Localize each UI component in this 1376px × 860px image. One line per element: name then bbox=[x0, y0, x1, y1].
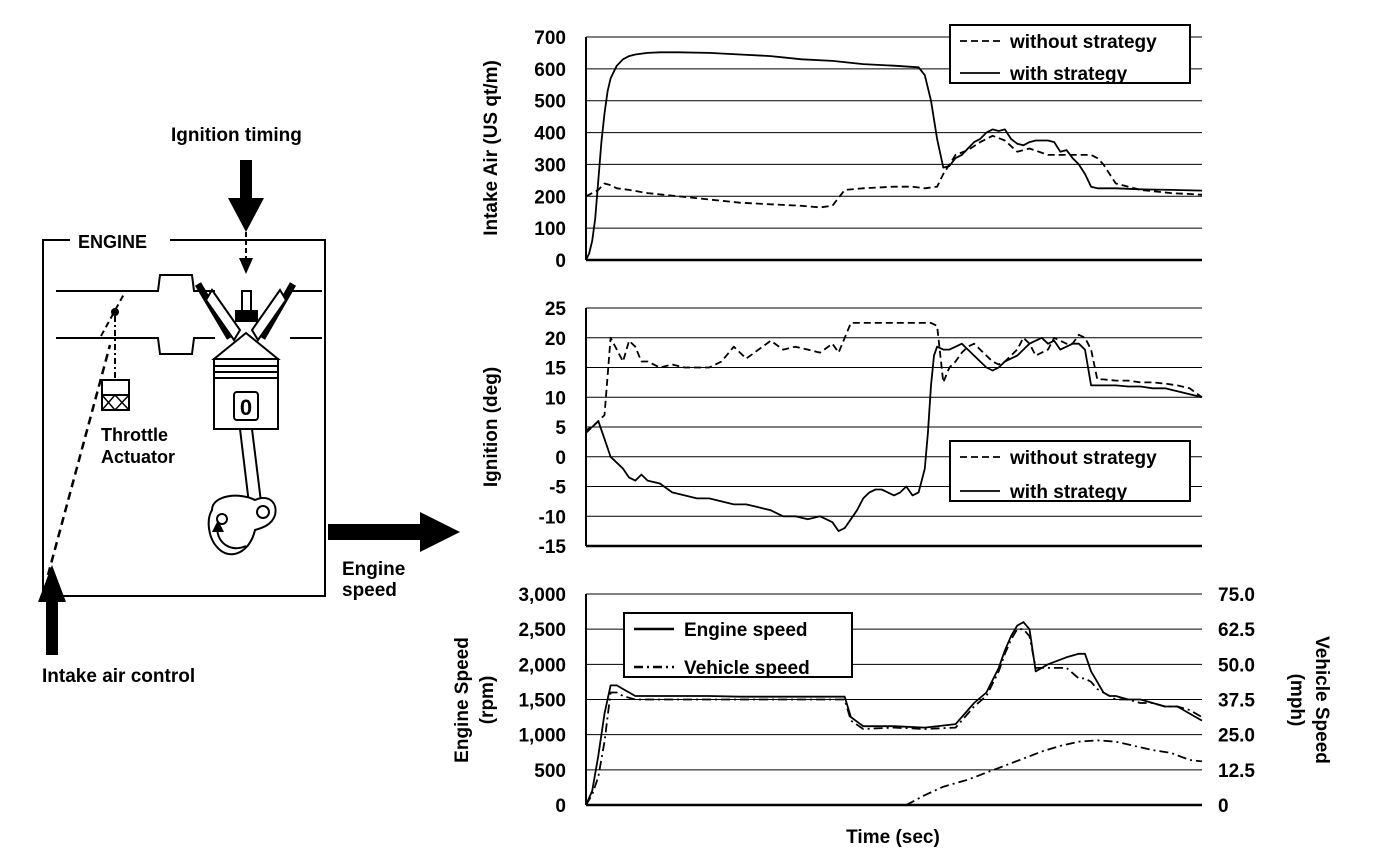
y2-tick-label: 62.5 bbox=[1218, 620, 1255, 641]
legend-label: without strategy bbox=[1009, 448, 1157, 469]
engine-speed-arrow bbox=[328, 512, 460, 552]
y2-tick-label: 12.5 bbox=[1218, 761, 1255, 782]
chart-1: 0 100 200 300 400 500 600 700 Intake Air (US qt/… bbox=[481, 24, 1203, 272]
x-axis-label: Time (sec) bbox=[846, 827, 940, 848]
y2-tick-label: 50.0 bbox=[1218, 655, 1255, 676]
series-line-without-strategy bbox=[585, 322, 1203, 434]
y-axis-label-1: Engine Speed bbox=[452, 637, 473, 763]
y-tick-label: 2,000 bbox=[518, 655, 566, 676]
legend-label: Vehicle speed bbox=[684, 658, 810, 679]
y-tick-label: 500 bbox=[534, 761, 566, 782]
y2-axis-label-1: Vehicle Speed bbox=[1311, 636, 1332, 764]
intake-manifold bbox=[56, 274, 322, 355]
y-tick-label: 2,500 bbox=[518, 620, 566, 641]
y-tick-label: 600 bbox=[534, 60, 566, 81]
svg-text:0: 0 bbox=[240, 395, 252, 420]
series-line-vehicle-speed-trace bbox=[905, 739, 1203, 806]
intake-control-link bbox=[46, 344, 112, 576]
y2-axis-label-2: (mph) bbox=[1286, 674, 1307, 727]
y2-tick-label: 25.0 bbox=[1218, 726, 1255, 747]
legend-label: with strategy bbox=[1009, 482, 1128, 503]
ignition-arrow bbox=[228, 160, 264, 232]
y-tick-label: 1,000 bbox=[518, 726, 566, 747]
throttle-valve bbox=[100, 293, 130, 411]
throttle-actuator-label-2: Actuator bbox=[101, 447, 175, 467]
y-axis-label-2: (rpm) bbox=[477, 676, 498, 725]
y-tick-label: -10 bbox=[539, 507, 566, 528]
y-tick-label: 5 bbox=[555, 418, 566, 439]
engine-speed-label-2: speed bbox=[342, 580, 397, 601]
series-line-engine-speed bbox=[585, 621, 1203, 806]
cylinder-head bbox=[194, 282, 297, 342]
y-tick-label: 1,500 bbox=[518, 691, 566, 712]
engine-diagram: ENGINE Throttle Actuator Intake air cont… bbox=[38, 125, 460, 687]
series-line-with-strategy bbox=[585, 336, 1203, 532]
crankshaft bbox=[207, 428, 277, 556]
series-line-without-strategy bbox=[585, 134, 1203, 209]
y-tick-label: 0 bbox=[555, 448, 566, 469]
y-tick-label: -15 bbox=[539, 537, 567, 558]
legend: without strategy with strategy bbox=[949, 440, 1191, 503]
throttle-actuator-label-1: Throttle bbox=[101, 425, 168, 445]
engine-speed-label-1: Engine bbox=[342, 559, 405, 580]
legend-label: Engine speed bbox=[684, 620, 808, 641]
y-tick-label: 25 bbox=[545, 299, 567, 320]
y-tick-label: -5 bbox=[549, 478, 566, 499]
intake-air-arrow bbox=[38, 565, 66, 655]
y-tick-label: 10 bbox=[545, 388, 566, 409]
y-tick-label: 3,000 bbox=[518, 585, 566, 606]
series-line-vehicle-speed bbox=[585, 628, 1203, 806]
y-tick-label: 0 bbox=[555, 251, 566, 272]
chart-2: -15 -10 -5 0 5 10 15 20 25 Ignition (deg) without … bbox=[481, 299, 1203, 558]
y2-tick-label: 37.5 bbox=[1218, 691, 1255, 712]
y-tick-label: 15 bbox=[545, 359, 567, 380]
legend-label: without strategy bbox=[1009, 32, 1157, 53]
y-axis-label: Intake Air (US qt/m) bbox=[481, 60, 502, 236]
legend: Engine speed Vehicle speed bbox=[623, 612, 853, 679]
legend: without strategy with strategy bbox=[949, 24, 1191, 85]
y-tick-label: 700 bbox=[534, 28, 566, 49]
y2-tick-label: 0 bbox=[1218, 796, 1229, 817]
series-line-with-strategy bbox=[585, 51, 1203, 261]
legend-label: with strategy bbox=[1009, 64, 1128, 85]
engine-box bbox=[42, 239, 326, 597]
y-tick-label: 500 bbox=[534, 92, 566, 113]
y2-tick-label: 75.0 bbox=[1218, 585, 1255, 606]
y-tick-label: 0 bbox=[555, 796, 566, 817]
y-tick-label: 400 bbox=[534, 124, 566, 145]
y-axis-label: Ignition (deg) bbox=[481, 367, 502, 487]
y-tick-label: 100 bbox=[534, 219, 566, 240]
intake-air-control-label: Intake air control bbox=[42, 666, 195, 687]
y-tick-label: 300 bbox=[534, 155, 566, 176]
y-tick-label: 200 bbox=[534, 187, 566, 208]
ignition-timing-label: Ignition timing bbox=[171, 125, 302, 146]
chart-3: 0 500 1,000 1,500 2,000 2,500 3,000 0 12.5 25.0 37… bbox=[452, 585, 1332, 817]
y-tick-label: 20 bbox=[545, 329, 566, 350]
piston: 0 bbox=[211, 331, 281, 430]
engine-label: ENGINE bbox=[78, 232, 147, 252]
ignition-link-tip bbox=[239, 258, 253, 274]
